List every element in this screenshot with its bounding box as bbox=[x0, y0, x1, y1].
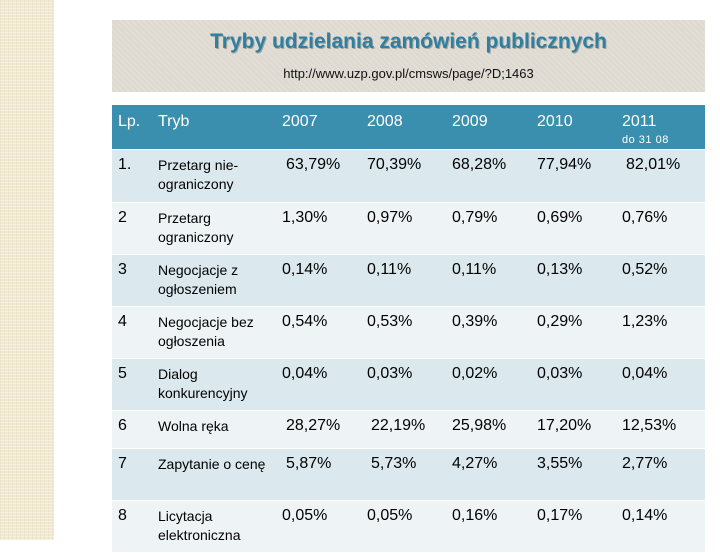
table-header-row: Lp. Tryb 2007 2008 2009 2010 2011 do 31 … bbox=[112, 105, 705, 150]
cell-2009: 25,98% bbox=[446, 410, 531, 449]
cell-lp: 6 bbox=[112, 410, 152, 449]
cell-2011: 0,76% bbox=[616, 202, 705, 255]
cell-tryb: Negocjacje bez ogłoszenia bbox=[152, 306, 276, 359]
cell-2008: 5,73% bbox=[361, 448, 446, 501]
table-row: 8 Licytacja elektroniczna 0,05% 0,05% 0,… bbox=[112, 500, 705, 553]
cell-tryb: Zapytanie o cenę bbox=[152, 448, 276, 501]
cell-2010: 0,69% bbox=[531, 202, 616, 255]
table-row: 7 Zapytanie o cenę 5,87% 5,73% 4,27% 3,5… bbox=[112, 448, 705, 501]
cell-2008: 0,11% bbox=[361, 254, 446, 307]
cell-2010: 17,20% bbox=[531, 410, 616, 449]
cell-2010: 77,94% bbox=[531, 149, 616, 203]
cell-tryb: Wolna ręka bbox=[152, 410, 276, 449]
cell-2009: 68,28% bbox=[446, 149, 531, 203]
cell-2010: 0,17% bbox=[531, 500, 616, 553]
page-title: Tryby udzielania zamówień publicznych bbox=[210, 30, 607, 53]
cell-2010: 0,29% bbox=[531, 306, 616, 359]
cell-2007: 5,87% bbox=[276, 448, 361, 501]
cell-2010: 0,03% bbox=[531, 358, 616, 411]
cell-lp: 8 bbox=[112, 500, 152, 553]
cell-2009: 0,79% bbox=[446, 202, 531, 255]
cell-2008: 70,39% bbox=[361, 149, 446, 203]
cell-2008: 22,19% bbox=[361, 410, 446, 449]
cell-tryb: Przetarg nie-ograniczony bbox=[152, 149, 276, 203]
cell-2008: 0,53% bbox=[361, 306, 446, 359]
cell-2007: 0,04% bbox=[276, 358, 361, 411]
header-2011-label: 2011 bbox=[622, 113, 657, 130]
cell-tryb: Licytacja elektroniczna bbox=[152, 500, 276, 553]
cell-2011: 0,52% bbox=[616, 254, 705, 307]
title-box: Tryby udzielania zamówień publicznych ht… bbox=[112, 20, 705, 92]
cell-2007: 0,14% bbox=[276, 254, 361, 307]
cell-2009: 4,27% bbox=[446, 448, 531, 501]
header-2011: 2011 do 31 08 bbox=[616, 105, 705, 150]
cell-2007: 0,54% bbox=[276, 306, 361, 359]
header-2011-note: do 31 08 bbox=[622, 134, 669, 146]
table-row: 5 Dialog konkurencyjny 0,04% 0,03% 0,02%… bbox=[112, 358, 705, 411]
cell-2011: 12,53% bbox=[616, 410, 705, 449]
cell-2010: 0,13% bbox=[531, 254, 616, 307]
header-tryb: Tryb bbox=[152, 105, 276, 150]
header-2007: 2007 bbox=[276, 105, 361, 150]
cell-2009: 0,39% bbox=[446, 306, 531, 359]
cell-2007: 63,79% bbox=[276, 149, 361, 203]
table-row: 3 Negocjacje z ogłoszeniem 0,14% 0,11% 0… bbox=[112, 254, 705, 307]
source-url: http://www.uzp.gov.pl/cmsws/page/?D;1463 bbox=[283, 66, 534, 81]
procurement-modes-table: Lp. Tryb 2007 2008 2009 2010 2011 do 31 … bbox=[112, 105, 705, 553]
cell-2011: 2,77% bbox=[616, 448, 705, 501]
table-row: 1. Przetarg nie-ograniczony 63,79% 70,39… bbox=[112, 149, 705, 203]
cell-2008: 0,97% bbox=[361, 202, 446, 255]
cell-tryb: Przetarg ograniczony bbox=[152, 202, 276, 255]
cell-2009: 0,11% bbox=[446, 254, 531, 307]
header-lp: Lp. bbox=[112, 105, 152, 150]
cell-2010: 3,55% bbox=[531, 448, 616, 501]
cell-lp: 1. bbox=[112, 149, 152, 203]
table-row: 4 Negocjacje bez ogłoszenia 0,54% 0,53% … bbox=[112, 306, 705, 359]
cell-2011: 1,23% bbox=[616, 306, 705, 359]
cell-lp: 2 bbox=[112, 202, 152, 255]
table-row: 2 Przetarg ograniczony 1,30% 0,97% 0,79%… bbox=[112, 202, 705, 255]
cell-2011: 0,14% bbox=[616, 500, 705, 553]
cell-2007: 28,27% bbox=[276, 410, 361, 449]
cell-2007: 0,05% bbox=[276, 500, 361, 553]
cell-tryb: Dialog konkurencyjny bbox=[152, 358, 276, 411]
cell-2007: 1,30% bbox=[276, 202, 361, 255]
cell-2008: 0,03% bbox=[361, 358, 446, 411]
cell-lp: 4 bbox=[112, 306, 152, 359]
cell-2009: 0,16% bbox=[446, 500, 531, 553]
cell-lp: 5 bbox=[112, 358, 152, 411]
cell-lp: 3 bbox=[112, 254, 152, 307]
cell-tryb: Negocjacje z ogłoszeniem bbox=[152, 254, 276, 307]
header-2009: 2009 bbox=[446, 105, 531, 150]
decorative-side-strip bbox=[0, 0, 54, 540]
cell-2011: 82,01% bbox=[616, 149, 705, 203]
cell-2011: 0,04% bbox=[616, 358, 705, 411]
cell-lp: 7 bbox=[112, 448, 152, 501]
cell-2008: 0,05% bbox=[361, 500, 446, 553]
header-2008: 2008 bbox=[361, 105, 446, 150]
cell-2009: 0,02% bbox=[446, 358, 531, 411]
table-row: 6 Wolna ręka 28,27% 22,19% 25,98% 17,20%… bbox=[112, 410, 705, 449]
header-2010: 2010 bbox=[531, 105, 616, 150]
